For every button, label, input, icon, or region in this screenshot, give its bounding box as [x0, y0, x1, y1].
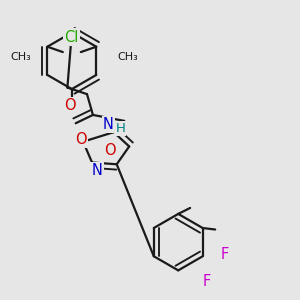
Text: O: O [64, 98, 76, 113]
Text: O: O [75, 132, 87, 147]
Text: O: O [104, 143, 116, 158]
Text: N: N [103, 117, 114, 132]
Text: N: N [92, 163, 103, 178]
Text: F: F [202, 274, 211, 289]
Text: F: F [202, 274, 211, 289]
Text: F: F [220, 247, 228, 262]
Text: F: F [220, 247, 228, 262]
Text: H: H [115, 122, 125, 135]
Text: CH₃: CH₃ [117, 52, 138, 62]
Text: Cl: Cl [64, 30, 78, 45]
Text: CH₃: CH₃ [11, 52, 31, 62]
